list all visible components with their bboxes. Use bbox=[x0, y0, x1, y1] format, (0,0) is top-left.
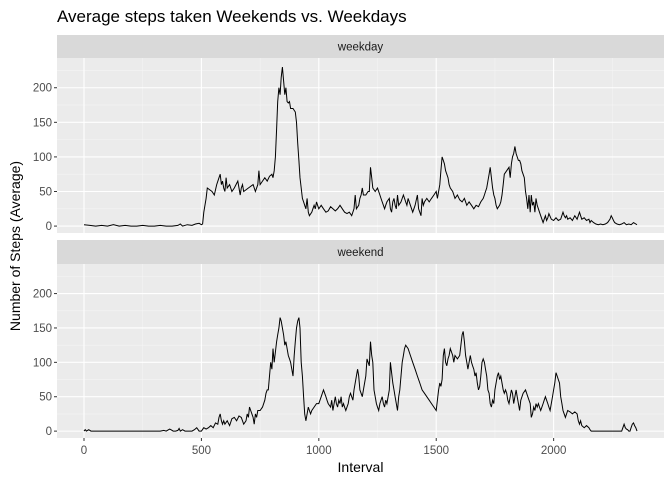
x-tick-label: 2000 bbox=[541, 445, 567, 457]
x-tick-label: 500 bbox=[192, 445, 211, 457]
strip-label-weekend: weekend bbox=[336, 247, 383, 259]
strip-label-weekday: weekday bbox=[337, 42, 384, 54]
panel-weekday bbox=[57, 58, 664, 233]
strip-weekday bbox=[57, 35, 664, 58]
x-tick-label: 1500 bbox=[423, 445, 449, 457]
chart-title: Average steps taken Weekends vs. Weekday… bbox=[57, 7, 407, 26]
y-tick-label: 200 bbox=[33, 83, 52, 95]
y-tick-label: 150 bbox=[33, 323, 52, 335]
strip-weekend bbox=[57, 240, 664, 264]
line-series-weekend bbox=[83, 317, 638, 432]
x-axis: 0 500 1000 1500 2000 bbox=[81, 438, 567, 457]
x-axis-title: Interval bbox=[338, 459, 384, 475]
y-tick-label: 0 bbox=[46, 426, 52, 438]
x-tick-label: 1000 bbox=[306, 445, 332, 457]
y-axis-title: Number of Steps (Average) bbox=[7, 161, 23, 331]
y-tick-label: 100 bbox=[33, 357, 52, 369]
y-tick-label: 200 bbox=[33, 289, 52, 301]
y-tick-label: 50 bbox=[39, 392, 52, 404]
y-tick-label: 50 bbox=[39, 186, 52, 198]
y-tick-label: 100 bbox=[33, 152, 52, 164]
y-tick-label: 150 bbox=[33, 117, 52, 129]
y-tick-label: 0 bbox=[46, 221, 52, 233]
grid-weekday bbox=[57, 58, 664, 233]
panel-weekend bbox=[57, 264, 664, 438]
y-axis-weekday: 0 50 100 150 200 bbox=[33, 83, 57, 233]
line-series-weekday bbox=[83, 66, 638, 227]
x-tick-label: 0 bbox=[81, 445, 87, 457]
y-axis-weekend: 0 50 100 150 200 bbox=[33, 289, 57, 438]
